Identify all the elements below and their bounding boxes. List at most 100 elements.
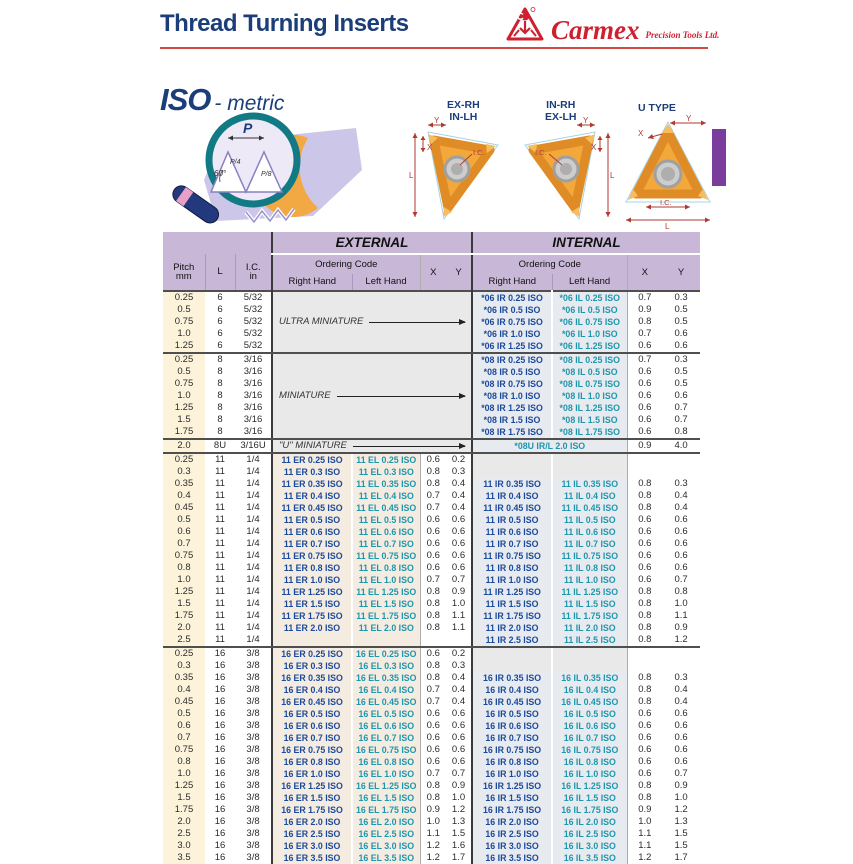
ext-y-value xyxy=(446,634,473,648)
ext-x-value: 0.8 xyxy=(419,610,447,622)
table-row: 0.4 11 1/4 11 ER 0.4 ISO 11 EL 0.4 ISO 0.7 0.4… xyxy=(163,490,700,502)
int-y-value: 0.6 xyxy=(674,708,688,720)
int-y-value xyxy=(662,647,700,660)
pitch-cell: 2.5 xyxy=(163,634,205,648)
int-right-hand-code: 16 IR 0.4 ISO xyxy=(471,684,554,696)
ic-cell: 3/8 xyxy=(246,720,260,732)
insert-ex-label: EX-RH IN-LH xyxy=(447,99,480,123)
dim-ic-label: I.C. xyxy=(535,148,547,157)
ext-right-hand-code xyxy=(271,634,354,648)
ic-cell: 1/4 xyxy=(246,514,260,526)
ic-cell: 3/8 xyxy=(246,696,260,708)
table-row: 0.35 11 1/4 11 ER 0.35 ISO 11 EL 0.35 ISO 0.8… xyxy=(163,478,700,490)
ext-x-value: 0.7 xyxy=(419,502,447,514)
int-right-hand-code: 11 IR 1.25 ISO xyxy=(471,586,554,598)
int-y-value: 0.3 xyxy=(674,354,688,366)
pitch-cell: 0.75 xyxy=(163,378,205,390)
int-x-value: 0.8 xyxy=(626,672,663,684)
length-cell: 8 xyxy=(217,390,223,402)
int-right-hand-code: 16 IR 2.5 ISO xyxy=(471,828,554,840)
int-y-value: 0.6 xyxy=(674,526,688,538)
table-row: 0.6 16 3/8 16 ER 0.6 ISO 16 EL 0.6 ISO 0.6 0.6… xyxy=(163,720,700,732)
ext-y-column-header: Y xyxy=(446,254,473,291)
ext-y-value: 0.6 xyxy=(451,538,466,550)
int-right-hand-code: 16 IR 0.8 ISO xyxy=(471,756,554,768)
int-left-hand-code: 11 IL 0.75 ISO xyxy=(552,550,628,562)
brand-tagline: Precision Tools Ltd. xyxy=(645,30,720,40)
int-left-hand-code: 16 IL 2.5 ISO xyxy=(552,828,628,840)
pitch-cell: 1.5 xyxy=(163,792,205,804)
miniature-label: MINIATURE xyxy=(279,390,331,402)
dim-y-label: Y xyxy=(686,114,692,123)
int-right-hand-code: 16 IR 1.75 ISO xyxy=(471,804,554,816)
ic-cell: 1/4 xyxy=(246,586,260,598)
int-x-value xyxy=(626,453,663,466)
pitch-cell: 0.8 xyxy=(163,756,205,768)
int-right-hand-code: 16 IR 1.25 ISO xyxy=(471,780,554,792)
int-x-value: 0.6 xyxy=(626,756,663,768)
ic-cell: 3/8 xyxy=(246,672,260,684)
ext-x-value: 0.8 xyxy=(419,478,447,490)
int-x-value: 0.6 xyxy=(626,708,663,720)
int-x-value: 0.8 xyxy=(626,610,663,622)
table-row: 1.25 11 1/4 11 ER 1.25 ISO 11 EL 1.25 ISO 0.8… xyxy=(163,586,700,598)
ext-left-hand-code: 16 EL 0.5 ISO xyxy=(352,708,421,720)
int-y-value: 0.4 xyxy=(674,502,688,514)
pitch-cell: 0.35 xyxy=(163,672,205,684)
int-left-hand-code: *08 IL 1.0 ISO xyxy=(552,390,628,402)
pitch-cell: 2.0 xyxy=(163,816,205,828)
table-row: 1.75 16 3/8 16 ER 1.75 ISO 16 EL 1.75 ISO 0.9… xyxy=(163,804,700,816)
ic-cell: 3/16 xyxy=(243,354,263,366)
pitch-cell: 1.75 xyxy=(163,426,205,440)
ext-right-hand-code: 16 ER 1.5 ISO xyxy=(271,792,354,804)
length-cell: 16 xyxy=(214,756,226,768)
ext-left-hand-code: 11 EL 1.0 ISO xyxy=(352,574,421,586)
ext-y-value: 1.0 xyxy=(451,598,466,610)
int-y-column-header: Y xyxy=(662,254,701,291)
length-cell: 16 xyxy=(214,708,226,720)
int-right-hand-code xyxy=(471,466,554,478)
table-row: 2.0 11 1/4 11 ER 2.0 ISO 11 EL 2.0 ISO 0.8 1.1… xyxy=(163,622,700,634)
int-x-value: 0.6 xyxy=(626,526,663,538)
ext-left-hand-code: 16 EL 3.5 ISO xyxy=(352,852,421,864)
pitch-cell: 1.5 xyxy=(163,414,205,426)
int-left-hand-code: 11 IL 0.7 ISO xyxy=(552,538,628,550)
inserts-table: EXTERNAL INTERNAL Pitch mm L I.C. in Order… xyxy=(163,232,701,864)
int-x-value: 0.8 xyxy=(626,780,663,792)
ic-cell: 3/8 xyxy=(246,660,260,672)
int-x-value: 0.6 xyxy=(626,562,663,574)
brand-logo: Carmex Precision Tools Ltd. xyxy=(505,6,719,44)
insert-ex-line1: EX-RH xyxy=(447,99,480,111)
ic-cell: 3/16 xyxy=(243,402,263,414)
ext-right-hand-code: 16 ER 3.0 ISO xyxy=(271,840,354,852)
int-left-hand-code: 16 IL 0.35 ISO xyxy=(552,672,628,684)
int-y-value: 0.6 xyxy=(674,538,688,550)
miniature-label-cell: "U" MINIATURE xyxy=(271,439,473,454)
int-right-hand-code: 11 IR 0.7 ISO xyxy=(471,538,554,550)
ic-cell: 3/8 xyxy=(246,756,260,768)
int-right-hand-code: 11 IR 1.5 ISO xyxy=(471,598,554,610)
section-header-row: EXTERNAL INTERNAL xyxy=(163,232,701,255)
pitch-cell: 2.0 xyxy=(163,439,205,454)
ic-cell: 3/8 xyxy=(246,708,260,720)
ext-x-value: 0.9 xyxy=(419,804,447,816)
ic-cell: 3/8 xyxy=(246,684,260,696)
ext-right-hand-code: 16 ER 0.75 ISO xyxy=(271,744,354,756)
length-cell: 8 xyxy=(217,354,223,366)
ext-left-hand-code: 11 EL 0.7 ISO xyxy=(352,538,421,550)
ext-right-hand-code: 16 ER 0.7 ISO xyxy=(271,732,354,744)
int-x-value: 0.8 xyxy=(626,490,663,502)
length-cell: 16 xyxy=(214,852,226,864)
ext-x-value: 1.2 xyxy=(419,840,447,852)
length-cell: 8 xyxy=(217,366,223,378)
pitch-cell: 0.5 xyxy=(163,514,205,526)
ext-y-value: 0.4 xyxy=(451,490,466,502)
int-y-value xyxy=(662,453,700,466)
length-cell: 16 xyxy=(214,744,226,756)
ext-right-hand-code: 16 ER 0.45 ISO xyxy=(271,696,354,708)
length-cell: 11 xyxy=(215,502,225,514)
int-right-hand-code: 16 IR 2.0 ISO xyxy=(471,816,554,828)
length-cell: 11 xyxy=(215,598,225,610)
int-x-value: 0.9 xyxy=(626,804,663,816)
ext-right-hand-code: 11 ER 0.5 ISO xyxy=(271,514,354,526)
